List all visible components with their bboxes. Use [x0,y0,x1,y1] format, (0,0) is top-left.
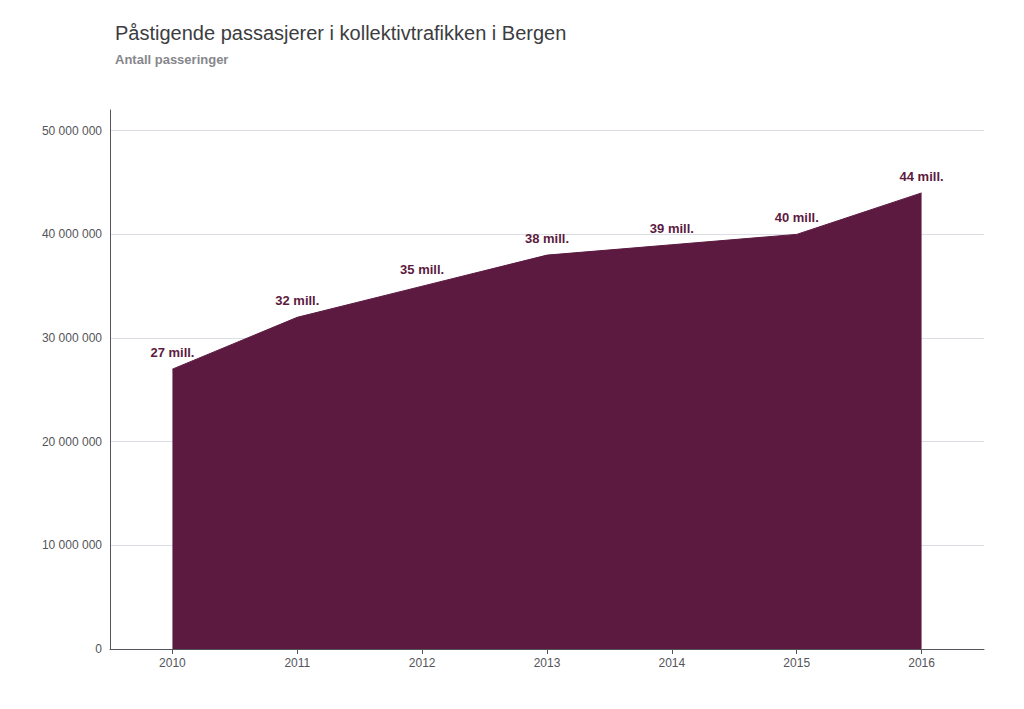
svg-text:2016: 2016 [908,656,935,670]
svg-text:44 mill.: 44 mill. [900,169,944,184]
svg-text:35 mill.: 35 mill. [400,262,444,277]
svg-text:2010: 2010 [159,656,186,670]
svg-text:38 mill.: 38 mill. [525,231,569,246]
svg-text:Antall passeringer: Antall passeringer [115,52,228,67]
svg-text:32 mill.: 32 mill. [275,293,319,308]
svg-text:27 mill.: 27 mill. [150,345,194,360]
svg-text:39 mill.: 39 mill. [650,221,694,236]
svg-text:30 000 000: 30 000 000 [42,331,102,345]
svg-text:2013: 2013 [534,656,561,670]
svg-text:2015: 2015 [783,656,810,670]
svg-text:0: 0 [95,642,102,656]
svg-text:2014: 2014 [659,656,686,670]
svg-text:40 000 000: 40 000 000 [42,227,102,241]
svg-text:20 000 000: 20 000 000 [42,435,102,449]
svg-text:10 000 000: 10 000 000 [42,538,102,552]
svg-text:2011: 2011 [284,656,310,670]
svg-text:Påstigende passasjerer i kolle: Påstigende passasjerer i kollektivtrafik… [115,22,566,44]
svg-text:2012: 2012 [409,656,436,670]
svg-text:50 000 000: 50 000 000 [42,124,102,138]
svg-text:40 mill.: 40 mill. [775,210,819,225]
